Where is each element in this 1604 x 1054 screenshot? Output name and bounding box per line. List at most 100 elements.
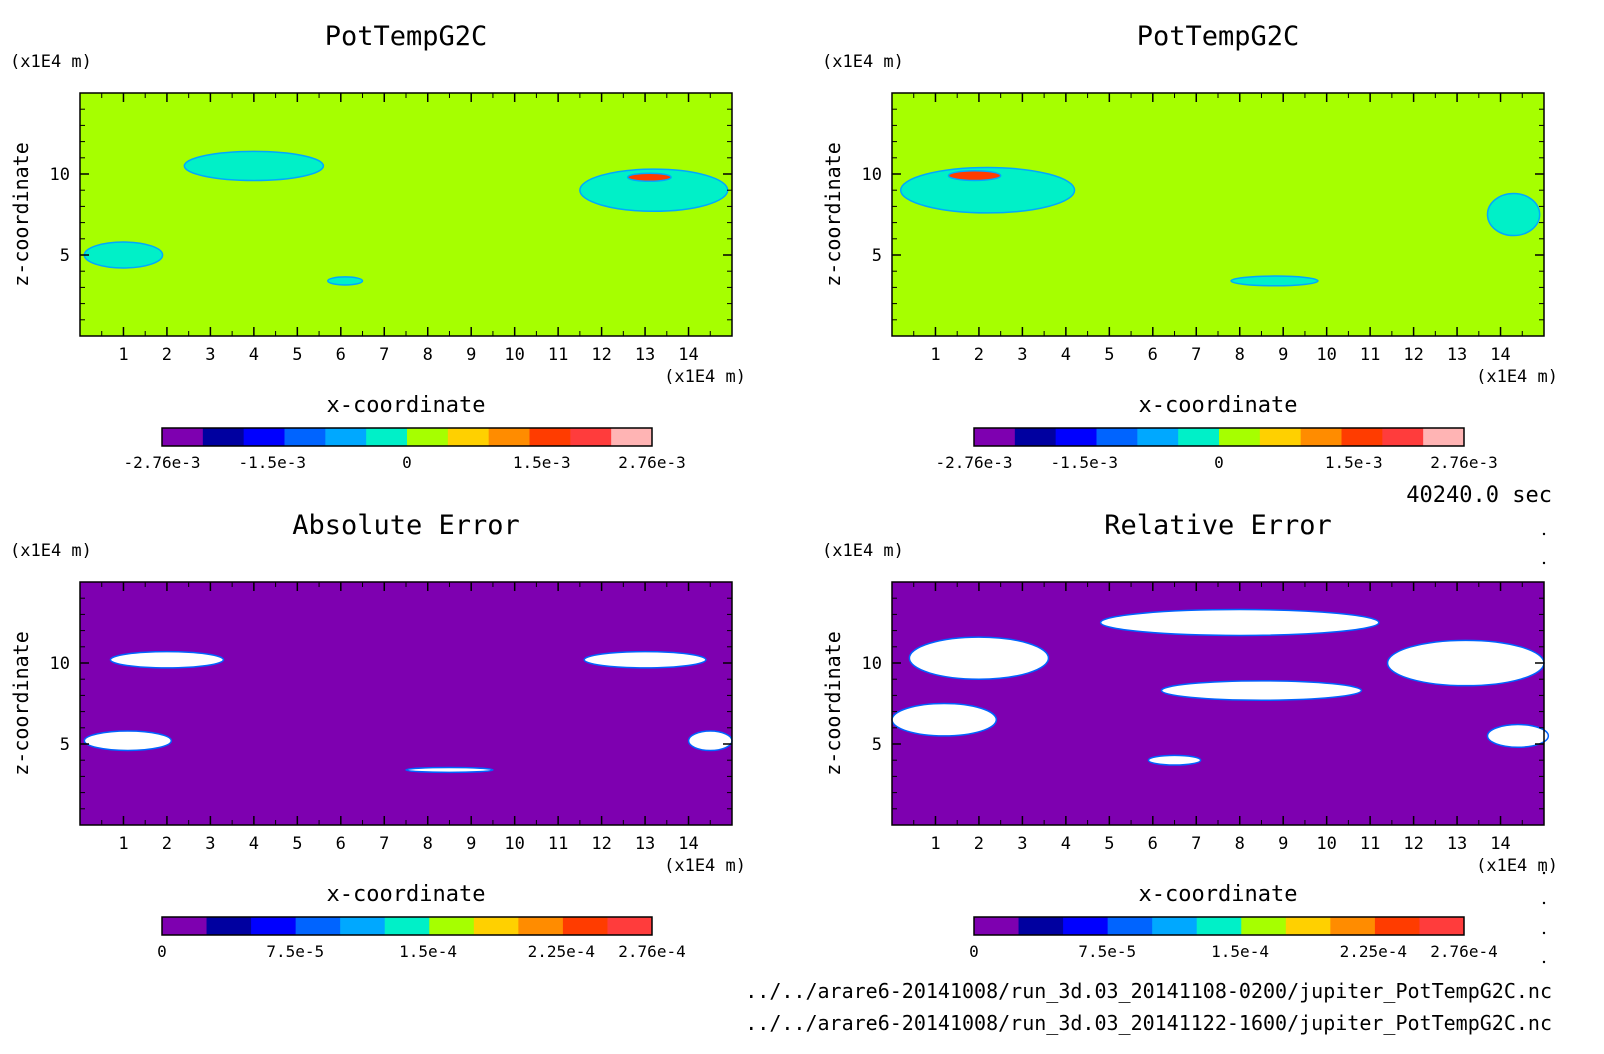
contour-feature-2 xyxy=(583,650,707,669)
x-unit-label: (x1E4 m) xyxy=(1476,367,1558,387)
x-tick-label: 14 xyxy=(1490,834,1510,854)
x-tick-label: 12 xyxy=(591,345,611,365)
x-tick-label: 13 xyxy=(1447,345,1467,365)
colorbar-swatch xyxy=(1419,917,1465,935)
x-tick-label: 5 xyxy=(292,345,302,365)
colorbar-label: 1.5e-4 xyxy=(399,942,457,961)
x-tick-label: 10 xyxy=(504,834,524,854)
x-tick-label: 1 xyxy=(118,345,128,365)
colorbar-frame xyxy=(973,916,1465,936)
colorbar-label: 7.5e-5 xyxy=(266,942,324,961)
colorbar-label: -1.5e-3 xyxy=(239,453,306,472)
x-tick-label: 7 xyxy=(1191,834,1201,854)
colorbar-swatch xyxy=(1018,917,1064,935)
x-tick-label: 2 xyxy=(162,834,172,854)
colorbar-swatch xyxy=(284,428,326,446)
colorbar-swatch xyxy=(473,917,519,935)
contour-feature-5 xyxy=(891,702,998,737)
x-tick-label: 7 xyxy=(379,834,389,854)
x-tick-label: 1 xyxy=(930,834,940,854)
colorbar: 0 7.5e-5 1.5e-4 2.25e-4 2.76e-4 xyxy=(157,916,686,961)
contour-feature-3 xyxy=(626,172,672,183)
y-tick-label: 5 xyxy=(872,735,882,755)
x-tick-label: 5 xyxy=(1104,345,1114,365)
x-unit-label: (x1E4 m) xyxy=(664,856,746,876)
y-tick-label: 5 xyxy=(60,735,70,755)
colorbar-swatch xyxy=(1107,917,1153,935)
x-tick-label: 13 xyxy=(635,834,655,854)
x-tick-label: 11 xyxy=(548,834,568,854)
colorbar-label: 2.25e-4 xyxy=(1340,942,1407,961)
x-tick-label: 10 xyxy=(1316,345,1336,365)
contour-feature-4 xyxy=(83,241,164,269)
x-tick-label: 3 xyxy=(1017,345,1027,365)
x-tick-label: 11 xyxy=(1360,345,1380,365)
x-tick-label: 6 xyxy=(336,834,346,854)
colorbar-swatch xyxy=(202,428,245,446)
colorbar-swatch xyxy=(1341,428,1383,446)
colorbar-swatch xyxy=(162,428,204,446)
colorbar-frame xyxy=(973,427,1465,447)
x-tick-label: 8 xyxy=(1235,345,1245,365)
contour-feature-3 xyxy=(83,730,173,752)
colorbar-swatch xyxy=(570,428,612,446)
x-tick-label: 12 xyxy=(591,834,611,854)
x-axis-label: x-coordinate xyxy=(1139,882,1298,907)
colorbar-swatch xyxy=(488,428,530,446)
x-axis-label: x-coordinate xyxy=(1139,393,1298,418)
plot-area xyxy=(80,93,732,336)
x-tick-label: 11 xyxy=(548,345,568,365)
x-tick-label: 8 xyxy=(423,834,433,854)
y-unit-label: (x1E4 m) xyxy=(10,52,92,72)
colorbar-label: 0 xyxy=(402,453,412,472)
x-tick-label: 5 xyxy=(292,834,302,854)
colorbar-swatch xyxy=(206,917,252,935)
x-tick-label: 1 xyxy=(118,834,128,854)
colorbar-swatch xyxy=(1300,428,1342,446)
x-axis-label: x-coordinate xyxy=(327,393,486,418)
x-tick-label: 14 xyxy=(1490,345,1510,365)
chart-panel-3: Absolute Error(x1E4 m)1 2 3 4 5 6 7 8 9 10 11 12 13 1… xyxy=(9,510,746,961)
colorbar: 0 7.5e-5 1.5e-4 2.25e-4 2.76e-4 xyxy=(969,916,1498,961)
x-tick-label: 5 xyxy=(1104,834,1114,854)
plot-area xyxy=(892,93,1544,336)
contour-feature-5 xyxy=(327,276,364,286)
colorbar-swatch xyxy=(243,428,285,446)
y-tick-label: 10 xyxy=(50,165,70,185)
chart-title: Relative Error xyxy=(1104,510,1332,541)
contour-feature-2 xyxy=(947,170,1002,182)
chart-title: PotTempG2C xyxy=(1137,21,1300,52)
colorbar-label: -2.76e-3 xyxy=(935,453,1012,472)
chart-panel-1: PotTempG2C(x1E4 m)1 2 3 4 5 6 7 8 9 10 11 12 13 14510… xyxy=(9,21,746,472)
colorbar-label: 1.5e-4 xyxy=(1211,942,1269,961)
x-tick-label: 6 xyxy=(336,345,346,365)
colorbar-label: 2.76e-4 xyxy=(618,942,685,961)
colorbar-swatch xyxy=(1055,428,1097,446)
x-tick-label: 9 xyxy=(466,834,476,854)
colorbar: -2.76e-3 -1.5e-3 0 1.5e-3 2.76e-3 xyxy=(935,427,1498,472)
chart-title: Absolute Error xyxy=(292,510,520,541)
x-tick-label: 4 xyxy=(249,345,259,365)
x-tick-label: 3 xyxy=(1017,834,1027,854)
colorbar-swatch xyxy=(974,917,1020,935)
colorbar-label: 0 xyxy=(157,942,167,961)
contour-feature-1 xyxy=(109,650,225,669)
y-axis-label: z-coordinate xyxy=(821,142,845,287)
colorbar-swatch xyxy=(366,428,408,446)
colorbar-swatch xyxy=(1330,917,1376,935)
colorbar-label: 0 xyxy=(1214,453,1224,472)
contour-feature-2 xyxy=(1386,639,1545,687)
colorbar-swatch xyxy=(407,428,449,446)
y-unit-label: (x1E4 m) xyxy=(822,541,904,561)
colorbar-swatch xyxy=(529,428,571,446)
colorbar-label: -1.5e-3 xyxy=(1051,453,1118,472)
colorbar-swatch xyxy=(1374,917,1420,935)
x-tick-label: 14 xyxy=(678,345,698,365)
colorbar-label: -2.76e-3 xyxy=(123,453,200,472)
colorbar: -2.76e-3 -1.5e-3 0 1.5e-3 2.76e-3 xyxy=(123,427,686,472)
colorbar-label: 2.76e-3 xyxy=(618,453,685,472)
contour-feature-1 xyxy=(183,150,325,182)
colorbar-swatch xyxy=(1259,428,1302,446)
x-tick-label: 6 xyxy=(1148,345,1158,365)
colorbar-label: 2.25e-4 xyxy=(528,942,595,961)
